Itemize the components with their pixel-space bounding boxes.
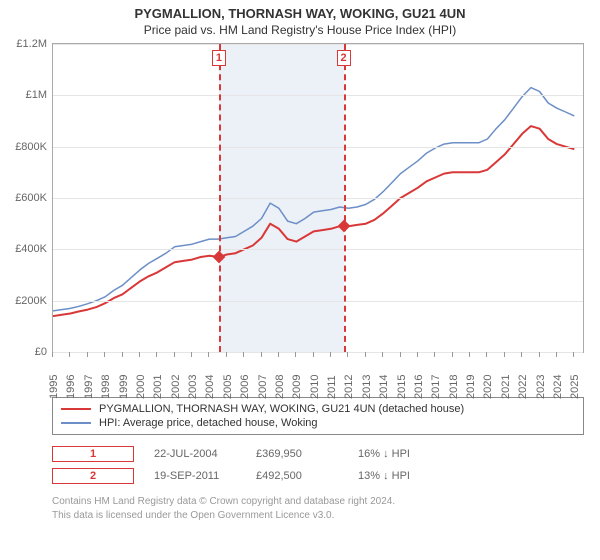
footer: Contains HM Land Registry data © Crown c… — [52, 495, 584, 523]
legend-item: PYGMALLION, THORNASH WAY, WOKING, GU21 4… — [61, 402, 575, 416]
event-num-box: 2 — [52, 468, 134, 484]
legend-label: PYGMALLION, THORNASH WAY, WOKING, GU21 4… — [99, 403, 464, 415]
event-row: 1 22-JUL-2004 £369,950 16% ↓ HPI — [52, 443, 584, 465]
x-axis-labels: 1995199619971998199920002001200220032004… — [52, 353, 584, 391]
event-price: £369,950 — [256, 448, 338, 460]
legend-swatch — [61, 408, 91, 410]
event-row: 2 19-SEP-2011 £492,500 13% ↓ HPI — [52, 465, 584, 487]
plot-area: £0£200K£400K£600K£800K£1M£1.2M12 — [52, 43, 584, 353]
event-delta: 13% ↓ HPI — [358, 470, 440, 482]
event-num-box: 1 — [52, 446, 134, 462]
legend: PYGMALLION, THORNASH WAY, WOKING, GU21 4… — [52, 397, 584, 435]
event-date: 19-SEP-2011 — [154, 470, 236, 482]
footer-line1: Contains HM Land Registry data © Crown c… — [52, 495, 584, 509]
title-line1: PYGMALLION, THORNASH WAY, WOKING, GU21 4… — [10, 6, 590, 21]
title-line2: Price paid vs. HM Land Registry's House … — [10, 23, 590, 37]
legend-item: HPI: Average price, detached house, Woki… — [61, 416, 575, 430]
event-delta: 16% ↓ HPI — [358, 448, 440, 460]
event-price: £492,500 — [256, 470, 338, 482]
events-table: 1 22-JUL-2004 £369,950 16% ↓ HPI 2 19-SE… — [52, 443, 584, 487]
legend-label: HPI: Average price, detached house, Woki… — [99, 417, 318, 429]
chart-container: PYGMALLION, THORNASH WAY, WOKING, GU21 4… — [0, 0, 600, 560]
footer-line2: This data is licensed under the Open Gov… — [52, 509, 584, 523]
titles: PYGMALLION, THORNASH WAY, WOKING, GU21 4… — [0, 0, 600, 39]
legend-swatch — [61, 422, 91, 424]
event-date: 22-JUL-2004 — [154, 448, 236, 460]
